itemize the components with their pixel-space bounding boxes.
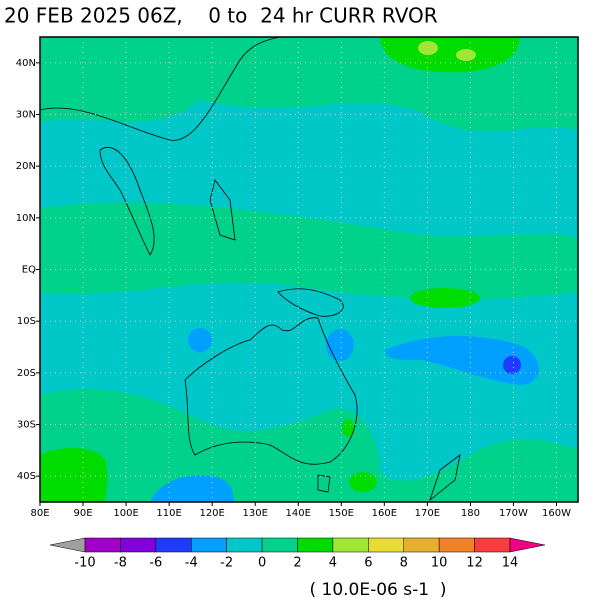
x-tick-label: 130E: [242, 508, 267, 519]
y-tick-label: 40S: [17, 471, 36, 482]
colorbar-arrow: [49, 537, 86, 553]
colorbar-label: 4: [329, 556, 337, 571]
contour: [349, 472, 377, 492]
units: ( 10.0E-06 s-1 ): [309, 580, 446, 600]
x-tick-label: 160W: [542, 508, 571, 519]
y-tick-label: 20S: [17, 368, 36, 379]
y-tick-label: 10N: [16, 213, 36, 224]
contour: [40, 448, 108, 502]
contour: [40, 389, 578, 502]
contour: [188, 328, 212, 352]
y-tick-label: 20N: [16, 161, 36, 172]
x-tick-label: 90E: [74, 508, 93, 519]
coastline: [429, 454, 461, 502]
x-tick-label: 180: [461, 508, 480, 519]
colorbar-swatch: [438, 537, 475, 553]
x-tick-label: 100E: [113, 508, 138, 519]
colorbar-label: -8: [114, 556, 127, 571]
y-tick-label: 10S: [17, 316, 36, 327]
coastline: [99, 147, 155, 256]
x-tick-label: 120E: [199, 508, 224, 519]
coastline: [277, 288, 344, 317]
colorbar-swatch: [84, 537, 121, 553]
colorbar-label: -4: [185, 556, 198, 571]
colorbar-swatch: [261, 537, 298, 553]
map-frame: [39, 36, 579, 503]
colorbar-swatch: [155, 537, 192, 553]
colorbar-label: 8: [400, 556, 408, 571]
colorbar-label: -2: [220, 556, 233, 571]
colorbar-label: 12: [466, 556, 483, 571]
colorbar-label: 0: [258, 556, 266, 571]
coastline: [209, 179, 236, 241]
colorbar-label: 2: [293, 556, 301, 571]
colorbar-label: -10: [74, 556, 95, 571]
y-tick-label: EQ: [22, 265, 36, 276]
contour: [380, 37, 520, 73]
x-tick-label: 80E: [30, 508, 49, 519]
colorbar-swatch: [332, 537, 369, 553]
x-tick-label: 110E: [156, 508, 181, 519]
contour: [410, 288, 480, 308]
x-tick-label: 160E: [372, 508, 397, 519]
colorbar-swatch: [226, 537, 263, 553]
title: 20 FEB 2025 06Z, 0 to 24 hr CURR RVOR: [4, 4, 438, 28]
coastline: [40, 37, 281, 141]
contour: [326, 329, 354, 361]
colorbar: -10 -8 -6 -4 -2 0 2 4 6 8 10 12 14: [49, 537, 546, 571]
x-tick-label: 170W: [499, 508, 528, 519]
colorbar-swatch: [368, 537, 405, 553]
contour: [150, 475, 235, 502]
contour: [456, 49, 476, 61]
colorbar-swatch: [120, 537, 157, 553]
contour: [503, 356, 521, 374]
y-tick-label: 30S: [17, 420, 36, 431]
grid: 80E 90E 100E 110E 120E 130E 140E 150E 160E 170E 18…: [16, 37, 578, 519]
colorbar-swatch: [403, 537, 440, 553]
contour: [40, 202, 578, 299]
colorbar-swatch: [474, 537, 511, 553]
field: [40, 37, 578, 502]
y-tick-label: 40N: [16, 58, 36, 69]
colorbar-label: -6: [149, 556, 162, 571]
colorbar-label: 10: [431, 556, 448, 571]
x-tick-label: 150E: [329, 508, 354, 519]
x-tick-label: 170E: [415, 508, 440, 519]
colorbar-label: 6: [364, 556, 372, 571]
colorbar-label: 14: [502, 556, 519, 571]
y-tick-label: 30N: [16, 110, 36, 121]
coastline: [184, 317, 358, 465]
contour: [418, 41, 438, 55]
colorbar-swatch: [191, 537, 227, 553]
colorbar-arrow: [509, 537, 546, 553]
colorbar-swatch: [297, 537, 334, 553]
x-tick-label: 140E: [286, 508, 311, 519]
contour: [342, 419, 354, 437]
